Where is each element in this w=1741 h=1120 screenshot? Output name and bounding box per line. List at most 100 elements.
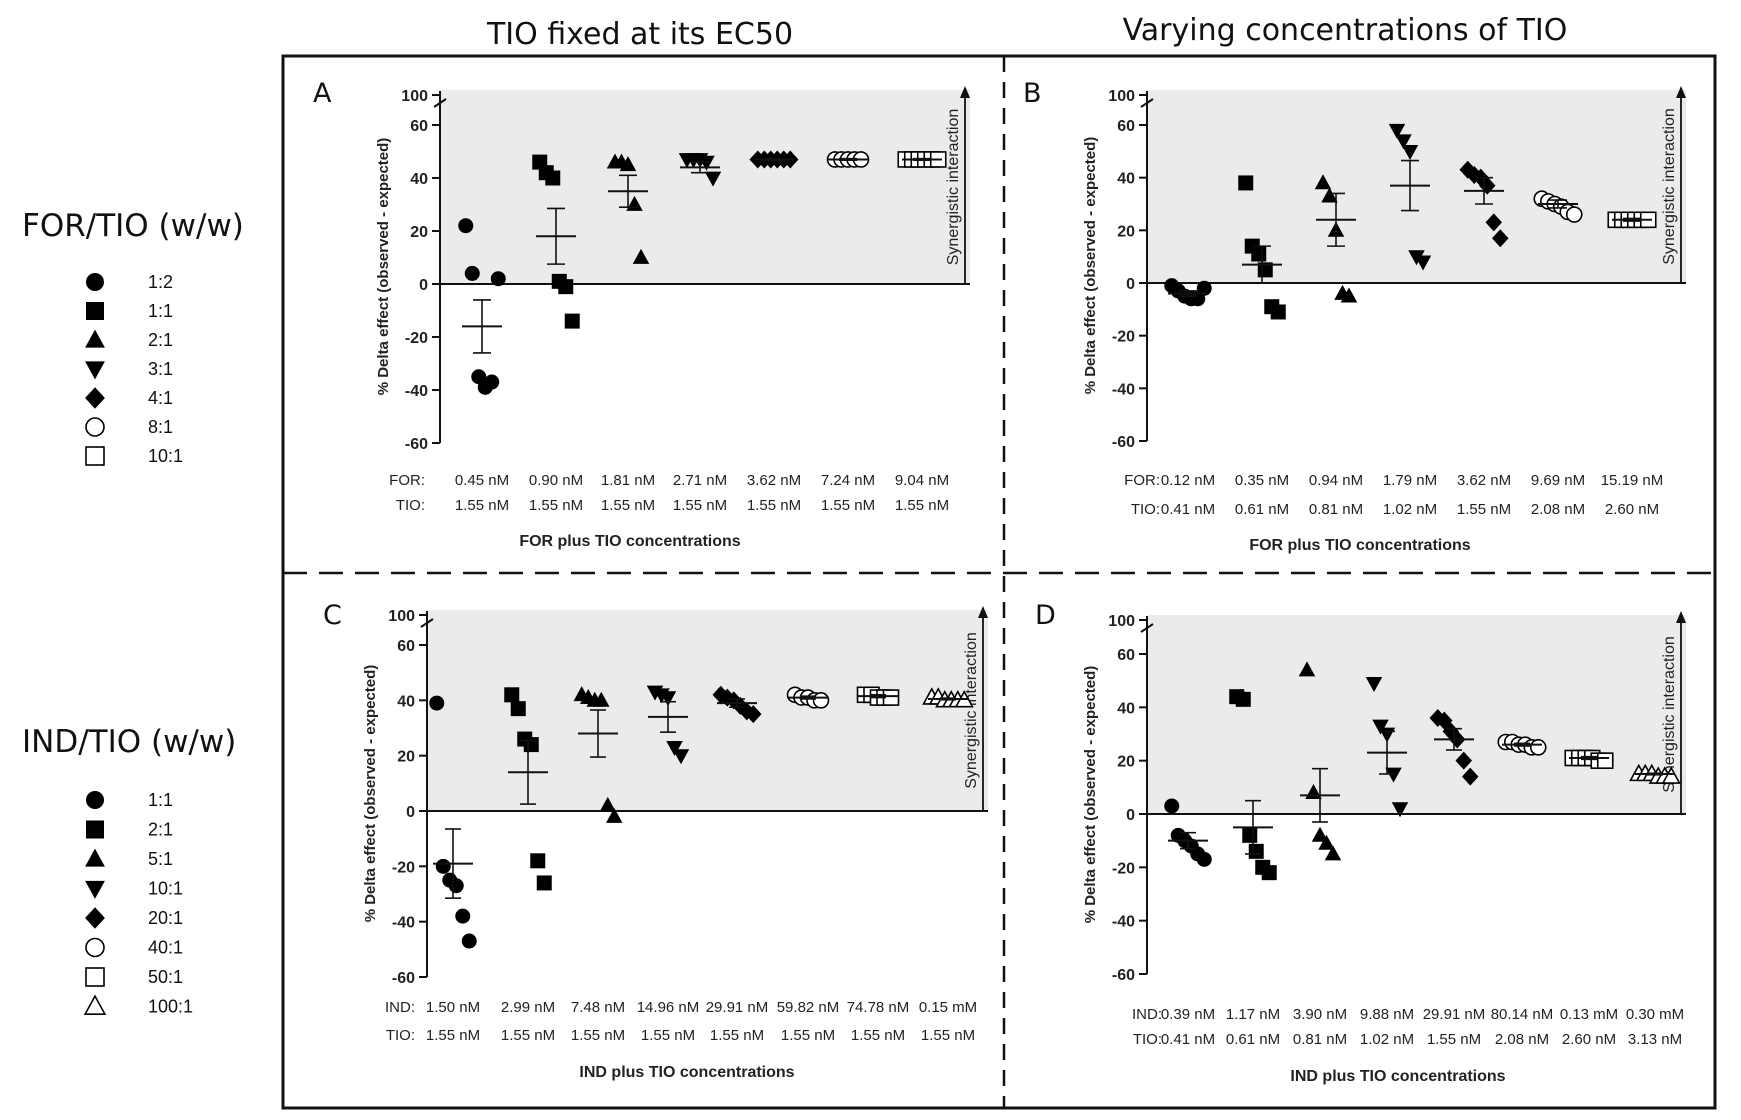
data-group-circle bbox=[1164, 798, 1212, 867]
y-tick-label: 20 bbox=[397, 749, 415, 766]
data-group-triangle-up bbox=[1314, 174, 1358, 303]
legend-marker-circle bbox=[86, 791, 104, 809]
conc-value-row2: 1.02 nM bbox=[1360, 1031, 1414, 1048]
conc-value-row1: 1.79 nM bbox=[1383, 472, 1437, 489]
data-point bbox=[523, 737, 539, 753]
y-tick-label: -20 bbox=[405, 330, 428, 347]
data-point bbox=[704, 171, 722, 187]
data-point bbox=[558, 279, 574, 295]
synergy-label: Synergistic interaction bbox=[1661, 108, 1678, 265]
synergy-label: Synergistic interaction bbox=[963, 632, 980, 789]
panel-c: C 100 60 40 20 0 -20 -40 -60 % Delta effect (obse… bbox=[323, 600, 988, 1081]
col-title-right: Varying concentrations of TIO bbox=[1123, 13, 1568, 48]
legend-title-for-tio: FOR/TIO (w/w) bbox=[22, 208, 244, 244]
conc-value-row2: 0.61 nM bbox=[1226, 1031, 1280, 1048]
legend-ind-tio: IND/TIO (w/w) 1:1 2:1 5:1 10:1 20:1 40:1 50:1 1… bbox=[22, 724, 236, 1017]
conc-value-row2: 1.55 nM bbox=[426, 1027, 480, 1044]
data-point bbox=[1324, 845, 1342, 861]
y-tick-label: 0 bbox=[406, 804, 415, 821]
data-group-diamond bbox=[1429, 709, 1479, 786]
conc-value-row1: 0.90 nM bbox=[529, 472, 583, 489]
data-group-square bbox=[1229, 689, 1277, 881]
plot-background bbox=[440, 90, 970, 284]
panel-letter: B bbox=[1023, 78, 1042, 109]
conc-value-row2: 0.81 nM bbox=[1293, 1031, 1347, 1048]
data-group-diamond bbox=[749, 150, 799, 169]
data-point bbox=[564, 313, 580, 329]
conc-value-row1: 0.45 nM bbox=[455, 472, 509, 489]
y-tick-label: 40 bbox=[397, 693, 415, 710]
data-group-open-circle bbox=[1533, 190, 1583, 223]
y-tick-label: 100 bbox=[401, 88, 428, 105]
data-point bbox=[1242, 827, 1258, 843]
y-tick-label: 60 bbox=[410, 118, 428, 135]
conc-value-row2: 2.60 nM bbox=[1562, 1031, 1616, 1048]
conc-value-row1: 3.90 nM bbox=[1293, 1006, 1347, 1023]
data-point bbox=[1318, 834, 1335, 850]
conc-value-row1: 9.88 nM bbox=[1360, 1006, 1414, 1023]
legend-marker-diamond bbox=[85, 907, 105, 929]
y-tick-label: 40 bbox=[410, 171, 428, 188]
data-point bbox=[1391, 802, 1409, 818]
data-point bbox=[1529, 739, 1547, 756]
data-group-circle bbox=[429, 695, 477, 949]
data-group-triangle-up bbox=[573, 686, 623, 823]
data-group-open-circle bbox=[1497, 733, 1547, 756]
legend-label: 100:1 bbox=[148, 997, 193, 1017]
data-point bbox=[1298, 661, 1316, 677]
y-tick-label: -40 bbox=[1112, 381, 1135, 398]
conc-row-label: TIO: bbox=[386, 1027, 415, 1044]
y-tick-label: 0 bbox=[1126, 276, 1135, 293]
legend-label: 8:1 bbox=[148, 417, 173, 437]
data-point bbox=[1340, 287, 1358, 303]
legend-label: 2:1 bbox=[148, 820, 173, 840]
conc-value-row2: 3.13 nM bbox=[1628, 1031, 1682, 1048]
conc-value-row2: 1.55 nM bbox=[851, 1027, 905, 1044]
y-axis-label: % Delta effect (observed - expected) bbox=[375, 138, 392, 396]
conc-row-label: IND: bbox=[1132, 1006, 1162, 1023]
data-point bbox=[666, 740, 683, 756]
data-group-open-circle bbox=[786, 686, 830, 709]
conc-value-row2: 1.55 nM bbox=[455, 497, 509, 514]
data-group-circle bbox=[458, 218, 506, 395]
synergy-label: Synergistic interaction bbox=[1661, 636, 1678, 793]
y-tick-label: 40 bbox=[1117, 171, 1135, 188]
y-tick-label: -60 bbox=[1112, 967, 1135, 984]
data-point bbox=[448, 878, 464, 894]
legend-label: 50:1 bbox=[148, 967, 183, 987]
panel-a: A 100 60 40 20 0 -20 -40 -60 % Delta effect (obse… bbox=[313, 78, 970, 550]
legend-label: 10:1 bbox=[148, 879, 183, 899]
data-point bbox=[1455, 751, 1472, 770]
panel-letter: A bbox=[313, 78, 332, 109]
legend-marker-open-circle bbox=[85, 937, 105, 958]
conc-value-row1: 7.24 nM bbox=[821, 472, 875, 489]
y-tick-label: -60 bbox=[1112, 434, 1135, 451]
data-point bbox=[1261, 865, 1277, 881]
data-point bbox=[461, 933, 477, 949]
legend-marker-square bbox=[86, 820, 104, 839]
y-tick-label: 100 bbox=[1108, 613, 1135, 630]
legend-marker-triangle-down bbox=[85, 880, 105, 899]
data-point bbox=[1596, 752, 1614, 769]
data-point bbox=[1372, 719, 1389, 735]
figure-frame bbox=[281, 54, 1717, 1110]
conc-value-row1: 29.91 nM bbox=[706, 999, 769, 1016]
conc-value-row2: 1.55 nM bbox=[821, 497, 875, 514]
conc-value-row1: 1.17 nM bbox=[1226, 1006, 1280, 1023]
data-group-open-square bbox=[897, 151, 947, 168]
conc-value-row2: 1.55 nM bbox=[1427, 1031, 1481, 1048]
legend-label: 1:2 bbox=[148, 272, 173, 292]
data-group-square bbox=[1238, 175, 1286, 320]
conc-value-row2: 1.55 nM bbox=[501, 1027, 555, 1044]
conc-value-row2: 1.55 nM bbox=[1457, 501, 1511, 518]
synergy-label: Synergistic interaction bbox=[945, 109, 962, 266]
data-point bbox=[593, 691, 610, 707]
conc-value-row2: 1.55 nM bbox=[641, 1027, 695, 1044]
conc-value-row1: 15.19 nM bbox=[1601, 472, 1664, 489]
legend-marker-open-circle bbox=[85, 417, 105, 437]
synergy-arrow-head bbox=[978, 606, 988, 618]
data-point bbox=[619, 156, 637, 172]
conc-value-row1: 3.62 nM bbox=[1457, 472, 1511, 489]
conc-value-row2: 2.08 nM bbox=[1531, 501, 1585, 518]
data-point bbox=[1385, 767, 1402, 783]
